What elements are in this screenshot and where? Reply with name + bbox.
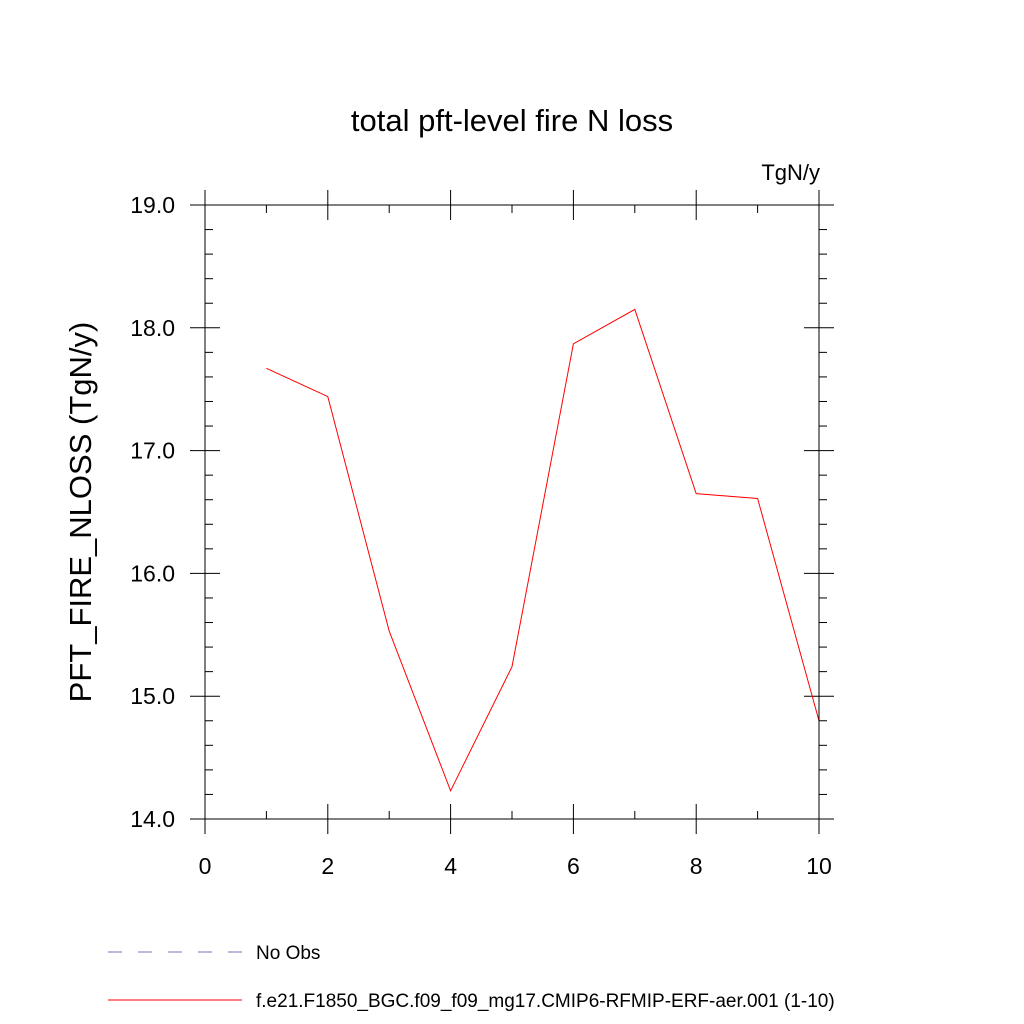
- y-tick-label: 18.0: [130, 315, 175, 341]
- x-tick-label: 10: [806, 853, 832, 879]
- x-tick-label: 6: [567, 853, 580, 879]
- chart-title: total pft-level fire N loss: [351, 103, 673, 138]
- axis-tick-labels: 0 2 4 6 8 10 14.0 15.0 16.0 17.0 18.0 19.0: [130, 192, 832, 879]
- y-tick-label: 19.0: [130, 192, 175, 218]
- series-line: [266, 308, 820, 793]
- x-tick-label: 8: [690, 853, 703, 879]
- x-tick-label: 0: [199, 853, 212, 879]
- y-tick-label: 17.0: [130, 438, 175, 464]
- chart-units: TgN/y: [761, 160, 820, 185]
- y-axis-label: PFT_FIRE_NLOSS (TgN/y): [63, 322, 98, 703]
- legend-label: f.e21.F1850_BGC.f09_f09_mg17.CMIP6-RFMIP…: [256, 991, 835, 1012]
- plot-frame: [204, 204, 820, 820]
- legend: No Obs f.e21.F1850_BGC.f09_f09_mg17.CMIP6…: [108, 943, 835, 1012]
- y-tick-label: 14.0: [130, 806, 175, 832]
- x-tick-label: 2: [321, 853, 334, 879]
- x-tick-label: 4: [444, 853, 457, 879]
- y-tick-label: 15.0: [130, 683, 175, 709]
- legend-label: No Obs: [256, 943, 320, 964]
- axis-ticks: [190, 190, 834, 834]
- y-tick-label: 16.0: [130, 560, 175, 586]
- plot-series: [266, 308, 820, 793]
